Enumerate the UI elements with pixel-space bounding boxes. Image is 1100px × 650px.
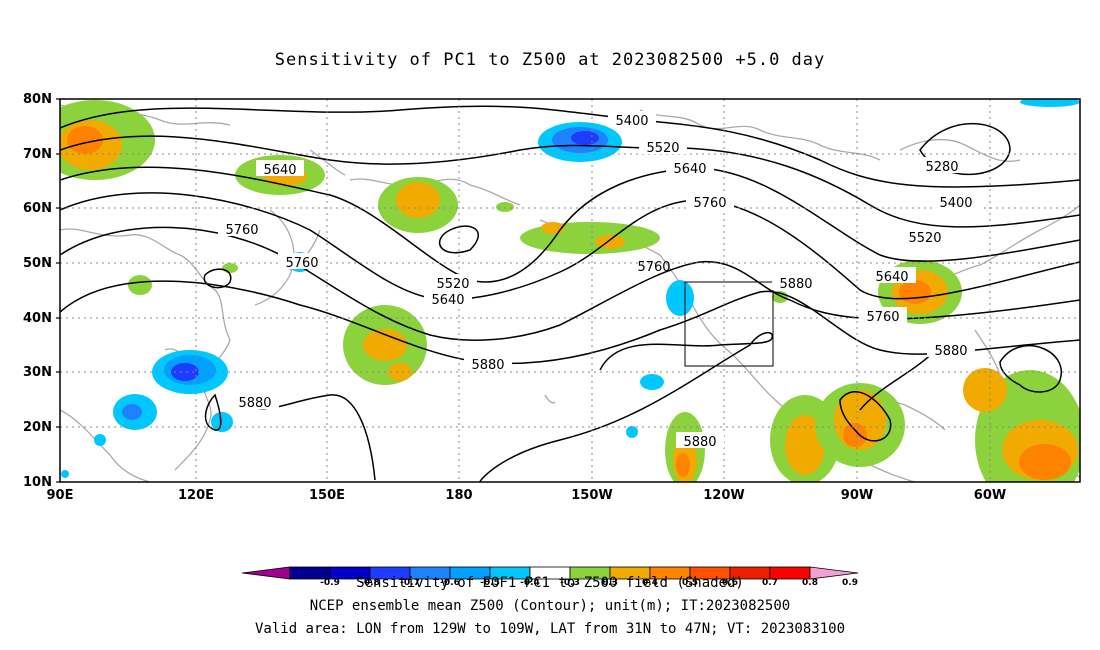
colorbar-tick-label: 0.6 bbox=[722, 578, 738, 588]
footer-contour-caption: NCEP ensemble mean Z500 (Contour); unit(… bbox=[309, 598, 791, 614]
contour-label: 5280 bbox=[918, 157, 966, 175]
contour-label: 5640 bbox=[868, 267, 916, 285]
svg-text:5760: 5760 bbox=[285, 256, 318, 271]
contour-label: 5760 bbox=[218, 220, 266, 238]
lat-label: 50N bbox=[23, 256, 52, 271]
colorbar-tick-label: -0.4 bbox=[520, 578, 540, 588]
footer-valid-area: Valid area: LON from 129W to 109W, LAT f… bbox=[254, 621, 845, 637]
svg-text:5640: 5640 bbox=[875, 270, 908, 285]
colorbar-tick-label: 0.4 bbox=[642, 578, 658, 588]
contour-label: 5640 bbox=[256, 160, 304, 178]
colorbar-tick-label: 0.9 bbox=[842, 578, 858, 588]
contour-label: 5880 bbox=[231, 393, 279, 411]
colorbar bbox=[241, 566, 859, 580]
contour-label: 5400 bbox=[608, 111, 656, 129]
contour-label: 5880 bbox=[464, 355, 512, 373]
svg-text:5400: 5400 bbox=[939, 196, 972, 211]
svg-text:5280: 5280 bbox=[925, 160, 958, 175]
contour-label: 5520 bbox=[639, 138, 687, 156]
lat-label: 60N bbox=[23, 201, 52, 216]
svg-text:5640: 5640 bbox=[673, 162, 706, 177]
colorbar-tick-label: 0.5 bbox=[682, 578, 698, 588]
lat-label: 80N bbox=[23, 92, 52, 107]
contour-label: 5760 bbox=[278, 253, 326, 271]
svg-text:5520: 5520 bbox=[646, 141, 679, 156]
valid-area-box bbox=[684, 281, 774, 367]
contour-label: 5520 bbox=[901, 228, 949, 246]
colorbar-tick-label: -0.8 bbox=[360, 578, 380, 588]
lon-label: 150W bbox=[571, 488, 613, 503]
lon-label: 180 bbox=[445, 488, 473, 503]
colorbar-tick-label: 0.8 bbox=[802, 578, 818, 588]
contour-label: 5760 bbox=[859, 307, 907, 325]
svg-text:5760: 5760 bbox=[225, 223, 258, 238]
svg-text:5880: 5880 bbox=[779, 277, 812, 292]
colorbar-tick-label: 0.7 bbox=[762, 578, 778, 588]
colorbar-tick-label: -0.3 bbox=[560, 578, 580, 588]
lon-label: 150E bbox=[308, 488, 346, 503]
colorbar-tick-label: -0.5 bbox=[480, 578, 500, 588]
lat-label: 70N bbox=[23, 147, 52, 162]
lat-label: 30N bbox=[23, 365, 52, 380]
chart-title: Sensitivity of PC1 to Z500 at 2023082500… bbox=[274, 50, 826, 70]
lon-label: 60W bbox=[973, 488, 1007, 503]
contour-label: 5880 bbox=[772, 274, 820, 292]
footer-shading-caption: Sensitivity of EOF1 PC1 to Z500 field (S… bbox=[356, 575, 744, 591]
svg-text:5400: 5400 bbox=[615, 114, 648, 129]
svg-text:5640: 5640 bbox=[263, 163, 296, 178]
colorbar-right-arrow bbox=[809, 566, 859, 580]
svg-text:5880: 5880 bbox=[471, 358, 504, 373]
sensitivity-shading bbox=[60, 99, 1080, 482]
contour-label: 5640 bbox=[666, 159, 714, 177]
plot-frame bbox=[59, 98, 1081, 483]
svg-text:5640: 5640 bbox=[431, 293, 464, 308]
lat-label: 10N bbox=[23, 475, 52, 490]
colorbar-tick-label: -0.6 bbox=[440, 578, 460, 588]
lon-label: 90W bbox=[840, 488, 874, 503]
contour-label: 5400 bbox=[932, 193, 980, 211]
colorbar-tick-label: 0.3 bbox=[602, 578, 618, 588]
contour-label: 5880 bbox=[927, 341, 975, 359]
ticks bbox=[56, 98, 60, 483]
contour-label: 5760 bbox=[686, 193, 734, 211]
svg-text:5520: 5520 bbox=[908, 231, 941, 246]
lat-label: 20N bbox=[23, 420, 52, 435]
svg-text:5760: 5760 bbox=[866, 310, 899, 325]
colorbar-tick-label: -0.9 bbox=[320, 578, 340, 588]
grid bbox=[60, 99, 1080, 482]
contour-label: 5640 bbox=[424, 290, 472, 308]
svg-text:5760: 5760 bbox=[693, 196, 726, 211]
contour-labels: 5400 5520 5640 5760 5280 5400 5520 5640 … bbox=[218, 111, 980, 450]
lon-label: 90E bbox=[46, 488, 74, 503]
svg-text:5880: 5880 bbox=[934, 344, 967, 359]
contour-label: 5520 bbox=[429, 274, 477, 292]
lon-label: 120E bbox=[177, 488, 215, 503]
svg-text:5520: 5520 bbox=[436, 277, 469, 292]
svg-text:5880: 5880 bbox=[683, 435, 716, 450]
colorbar-tick-label: -0.7 bbox=[400, 578, 420, 588]
lon-label: 120W bbox=[703, 488, 745, 503]
lat-label: 40N bbox=[23, 311, 52, 326]
contour-label: 5880 bbox=[676, 432, 724, 450]
svg-text:5880: 5880 bbox=[238, 396, 271, 411]
contour-label: 5760 bbox=[637, 260, 670, 275]
